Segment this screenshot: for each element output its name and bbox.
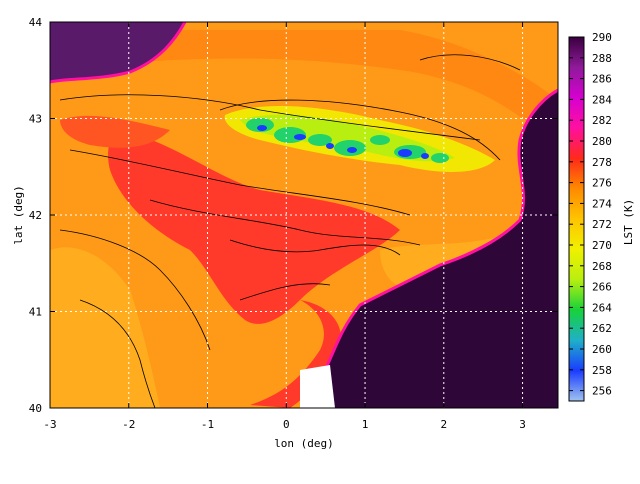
colorbar-tick-label: 284 <box>592 93 612 106</box>
y-tick-label: 42 <box>29 209 42 222</box>
colorbar-tick-label: 256 <box>592 385 612 398</box>
plot-area <box>50 22 558 408</box>
colorbar-tick-label: 258 <box>592 364 612 377</box>
colorbar-tick-label: 268 <box>592 260 612 273</box>
y-tick-label: 41 <box>29 306 42 319</box>
region-ebro-valley <box>108 130 400 324</box>
grid-lines <box>50 22 558 408</box>
x-tick-label: -1 <box>201 418 214 431</box>
x-tick-label: 3 <box>519 418 526 431</box>
region-north-band <box>50 30 558 150</box>
colorbar-ticks: 256 258 260 262 264 266 268 270 272 274 276 278 280 2… <box>569 31 612 398</box>
colorbar-label: LST (K) <box>622 199 635 245</box>
region-west-lowland <box>60 115 170 148</box>
region-west-highlands <box>50 247 160 408</box>
x-tick-label: -3 <box>43 418 56 431</box>
colorbar-tick-label: 290 <box>592 31 612 44</box>
y-tick-label: 40 <box>29 402 42 415</box>
y-tick-label: 44 <box>29 16 43 29</box>
colorbar-tick-label: 286 <box>592 73 612 86</box>
x-tick-label: -2 <box>122 418 135 431</box>
region-pyrenees <box>224 105 495 172</box>
colorbar-tick-label: 274 <box>592 197 612 210</box>
y-axis-label: lat (deg) <box>12 185 25 245</box>
y-axis-ticks: 40 41 42 43 44 <box>29 16 558 415</box>
region-sea-east <box>322 90 558 408</box>
region-no-data <box>300 365 335 408</box>
colorbar-tick-label: 272 <box>592 218 612 231</box>
colorbar-tick-label: 282 <box>592 114 612 127</box>
contour-lines <box>59 54 521 408</box>
colorbar-tick-label: 280 <box>592 135 612 148</box>
x-axis-ticks: -3 -2 -1 0 1 2 3 <box>43 22 526 431</box>
coast-north <box>50 22 187 84</box>
coast-east <box>323 88 558 371</box>
region-sea-north <box>50 22 185 82</box>
x-tick-label: 1 <box>362 418 369 431</box>
colorbar-tick-label: 266 <box>592 281 612 294</box>
colorbar-tick-label: 276 <box>592 177 612 190</box>
x-axis-label: lon (deg) <box>274 437 334 450</box>
colorbar-tick-label: 264 <box>592 301 612 314</box>
colorbar-tick-label: 270 <box>592 239 612 252</box>
x-tick-label: 0 <box>283 418 290 431</box>
colorbar-tick-label: 278 <box>592 156 612 169</box>
colorbar-tick-label: 260 <box>592 343 612 356</box>
y-tick-label: 43 <box>29 113 42 126</box>
colorbar <box>568 36 585 402</box>
colorbar-tick-label: 288 <box>592 52 612 65</box>
colorbar-tick-label: 262 <box>592 322 612 335</box>
x-tick-label: 2 <box>440 418 447 431</box>
